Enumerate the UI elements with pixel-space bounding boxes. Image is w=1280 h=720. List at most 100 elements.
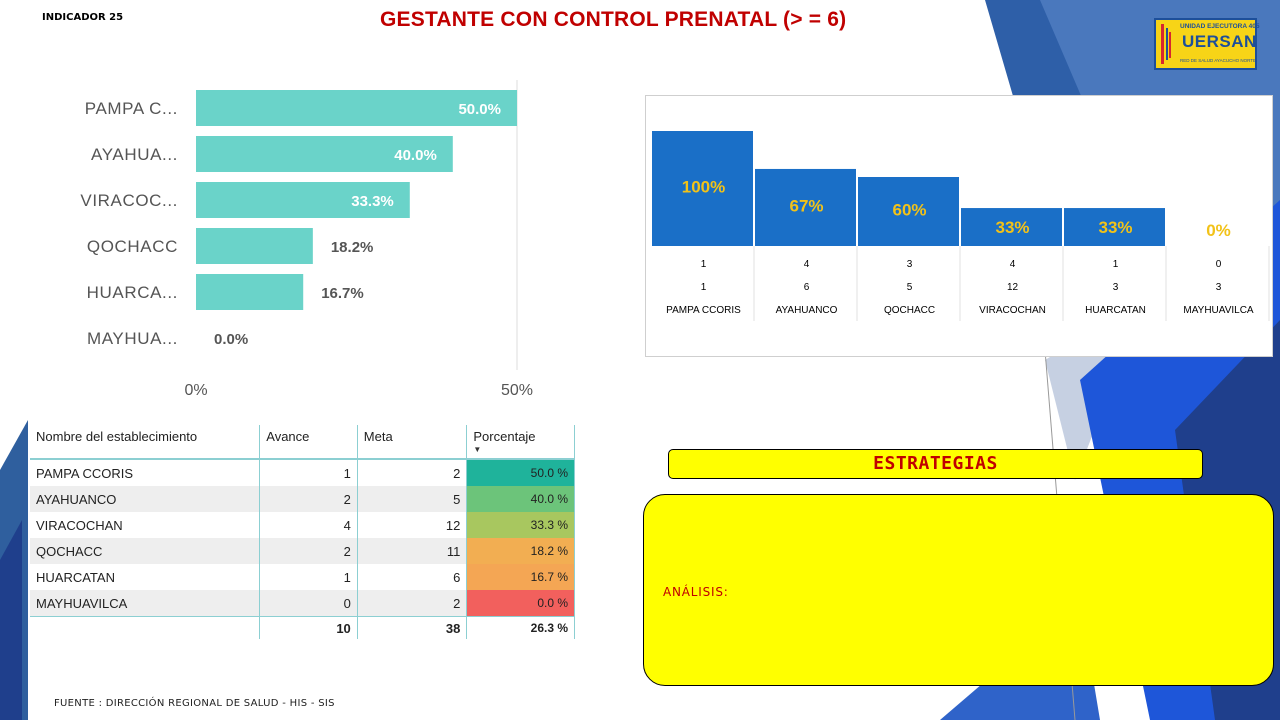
uersan-logo: UNIDAD EJECUTORA 405 UERSAN RED DE SALUD…	[1154, 18, 1260, 70]
indicator-label: INDICADOR 25	[42, 12, 124, 23]
x-tick-label: 0%	[184, 382, 207, 399]
bar	[196, 274, 304, 310]
cell-avance: 1	[259, 459, 358, 486]
deco-left-dark	[0, 520, 22, 720]
cell-porcentaje: 0.0 %	[466, 590, 575, 617]
column-bar	[652, 131, 753, 246]
cell-porcentaje: 18.2 %	[466, 538, 575, 564]
cell-meta: 12	[357, 512, 468, 538]
bar	[196, 228, 313, 264]
category-label: PAMPA C...	[85, 99, 178, 118]
table-row[interactable]: MAYHUAVILCA 0 2 0.0 %	[30, 590, 575, 617]
total-porcentaje: 26.3 %	[466, 616, 575, 639]
avance-value: 3	[907, 259, 913, 270]
column-chart-panel: 100% 1 1 PAMPA CCORIS 67% 4 6 AYAHUANCO 60% 3 5 QOC…	[645, 95, 1273, 357]
column-data-label: 100%	[682, 178, 725, 197]
meta-value: 1	[701, 282, 707, 293]
cell-avance: 2	[259, 538, 358, 564]
sort-down-icon[interactable]: ▼	[473, 445, 482, 454]
analysis-box: ANÁLISIS:	[643, 494, 1274, 686]
header-porcentaje-label: Porcentaje	[473, 429, 536, 444]
cell-meta: 6	[357, 564, 468, 590]
cell-avance: 1	[259, 564, 358, 590]
data-label: 50.0%	[458, 101, 501, 118]
total-meta: 38	[357, 616, 468, 639]
cell-porcentaje: 50.0 %	[466, 459, 575, 486]
meta-value: 5	[907, 282, 913, 293]
header-avance[interactable]: Avance	[259, 425, 358, 460]
cell-meta: 2	[357, 459, 468, 486]
establishments-table: Nombre del establecimiento Avance Meta P…	[30, 425, 575, 639]
header-meta[interactable]: Meta	[357, 425, 468, 460]
bar	[196, 182, 410, 218]
table-row[interactable]: VIRACOCHAN 4 12 33.3 %	[30, 512, 575, 538]
avance-value: 1	[1113, 259, 1119, 270]
establishment-name: MAYHUAVILCA	[1183, 305, 1254, 316]
data-label: 33.3%	[351, 193, 394, 210]
establishment-name: VIRACOCHAN	[979, 305, 1046, 316]
column-bar	[858, 177, 959, 246]
column-data-label: 60%	[892, 201, 926, 220]
meta-value: 12	[1007, 282, 1019, 293]
avance-value: 4	[1010, 259, 1016, 270]
table-row[interactable]: HUARCATAN 1 6 16.7 %	[30, 564, 575, 590]
cell-meta: 2	[357, 590, 468, 617]
category-label: VIRACOC...	[80, 191, 178, 210]
cell-name: MAYHUAVILCA	[30, 590, 261, 617]
column-bar	[961, 208, 1062, 246]
cell-name: QOCHACC	[30, 538, 261, 564]
cell-avance: 2	[259, 486, 358, 512]
cell-avance: 0	[259, 590, 358, 617]
table-row[interactable]: PAMPA CCORIS 1 2 50.0 %	[30, 459, 575, 486]
establishment-name: PAMPA CCORIS	[666, 305, 741, 316]
cell-porcentaje: 40.0 %	[466, 486, 575, 512]
page-title: GESTANTE CON CONTROL PRENATAL (> = 6)	[380, 8, 847, 31]
cell-meta: 5	[357, 486, 468, 512]
meta-value: 3	[1113, 282, 1119, 293]
logo-name: UERSAN	[1182, 32, 1257, 51]
data-label: 0.0%	[214, 331, 248, 348]
establishment-name: HUARCATAN	[1085, 305, 1146, 316]
analysis-label: ANÁLISIS:	[663, 585, 729, 599]
category-label: AYAHUA...	[91, 145, 178, 164]
cell-meta: 11	[357, 538, 468, 564]
table-header-row: Nombre del establecimiento Avance Meta P…	[30, 425, 575, 460]
x-tick-label: 50%	[501, 382, 533, 399]
table-row[interactable]: AYAHUANCO 2 5 40.0 %	[30, 486, 575, 512]
avance-value: 4	[804, 259, 810, 270]
table-row[interactable]: QOCHACC 2 11 18.2 %	[30, 538, 575, 564]
column-data-label: 67%	[789, 196, 823, 215]
logo-top-text: UNIDAD EJECUTORA 405	[1180, 23, 1260, 30]
total-avance: 10	[259, 616, 358, 639]
column-data-label: 0%	[1206, 221, 1231, 240]
column-data-label: 33%	[995, 218, 1029, 237]
cell-name: PAMPA CCORIS	[30, 459, 261, 486]
bar	[196, 136, 453, 172]
horizontal-bar-chart: PAMPA C... 50.0% AYAHUA... 40.0% VIRACOC... 3…	[80, 80, 533, 399]
logo-figure-icon	[1161, 24, 1171, 64]
cell-name: AYAHUANCO	[30, 486, 261, 512]
category-label: MAYHUA...	[87, 329, 178, 348]
strategies-title: ESTRATEGIAS	[668, 449, 1203, 479]
avance-value: 1	[701, 259, 707, 270]
logo-subtitle: RED DE SALUD AYACUCHO NORTE	[1180, 58, 1257, 63]
avance-value: 0	[1216, 259, 1222, 270]
column-bar	[1064, 208, 1165, 246]
category-label: HUARCA...	[87, 283, 178, 302]
cell-name: VIRACOCHAN	[30, 512, 261, 538]
cell-name: HUARCATAN	[30, 564, 261, 590]
meta-value: 3	[1216, 282, 1222, 293]
table-total-row: 10 38 26.3 %	[30, 616, 575, 639]
data-label: 18.2%	[331, 239, 374, 256]
column-bar	[755, 168, 856, 246]
header-porcentaje[interactable]: Porcentaje ▼	[466, 425, 575, 460]
category-label: QOCHACC	[87, 237, 178, 256]
data-label: 16.7%	[321, 285, 364, 302]
source-footer: FUENTE : DIRECCIÓN REGIONAL DE SALUD - H…	[54, 698, 335, 709]
meta-value: 6	[804, 282, 810, 293]
establishment-name: AYAHUANCO	[776, 305, 838, 316]
header-name[interactable]: Nombre del establecimiento	[30, 425, 261, 460]
total-blank	[30, 616, 261, 639]
cell-porcentaje: 16.7 %	[466, 564, 575, 590]
